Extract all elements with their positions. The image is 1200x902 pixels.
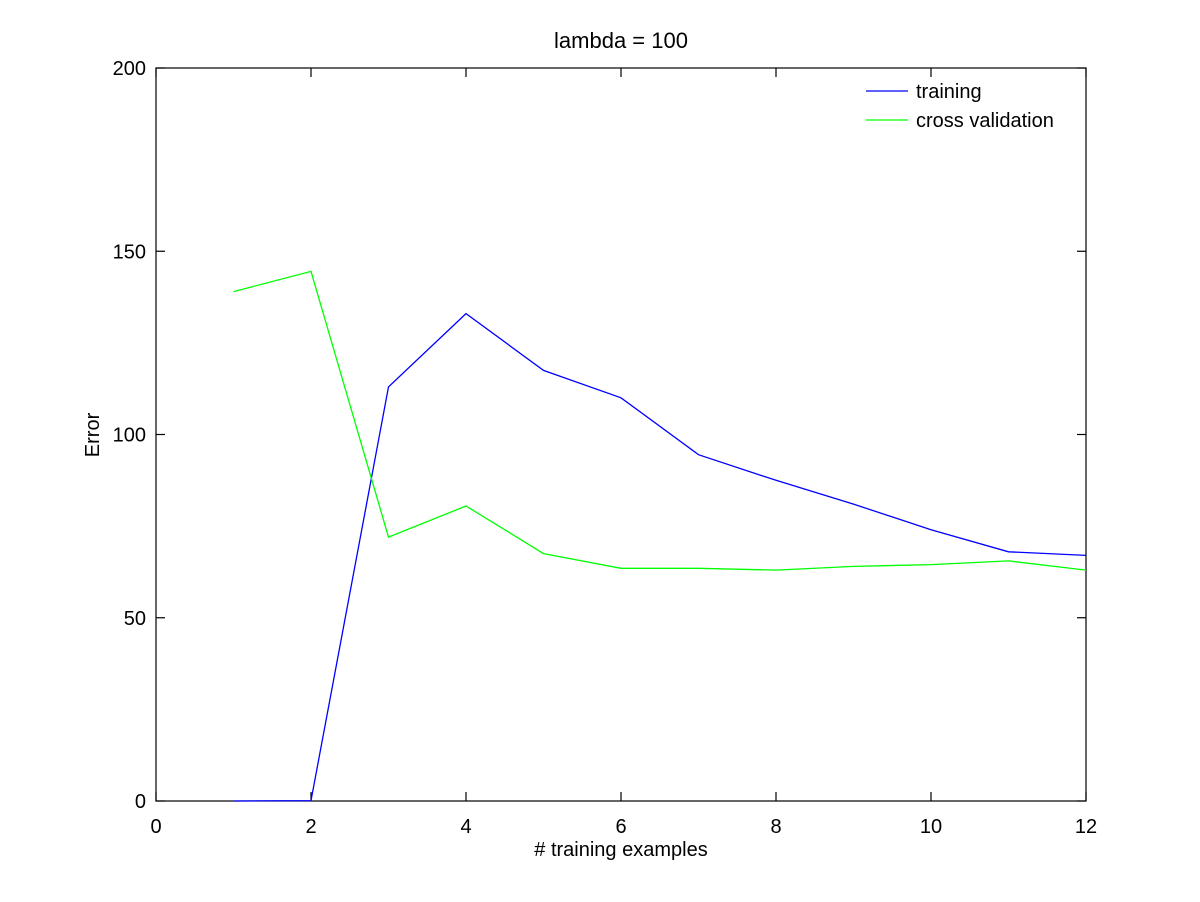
y-tick-label: 100	[113, 425, 146, 447]
y-tick-label: 0	[135, 791, 146, 813]
x-tick-label: 0	[150, 816, 161, 838]
axes-frame	[155, 67, 1087, 802]
legend-label-cross-validation: cross validation	[916, 110, 1054, 132]
y-tick-label: 200	[113, 58, 146, 80]
x-axis-label: # training examples	[534, 839, 707, 861]
x-tick-label: 2	[305, 816, 316, 838]
chart-title: lambda = 100	[554, 28, 688, 53]
plot-area: 0 2 4 6 8 10 12 0 50 100 150 200	[113, 58, 1098, 838]
legend-label-training: training	[916, 81, 982, 103]
y-tick-label: 150	[113, 241, 146, 263]
x-tick-label: 6	[615, 816, 626, 838]
y-tick-label: 50	[124, 608, 146, 630]
x-tick-label: 12	[1075, 816, 1097, 838]
x-tick-label: 8	[770, 816, 781, 838]
series-line-cross-validation	[233, 270, 1087, 571]
y-axis-label: Error	[82, 412, 104, 457]
series-line-training	[233, 312, 1087, 802]
x-tick-label: 10	[920, 816, 942, 838]
x-tick-label: 4	[460, 816, 471, 838]
legend: training cross validation	[866, 81, 1054, 132]
